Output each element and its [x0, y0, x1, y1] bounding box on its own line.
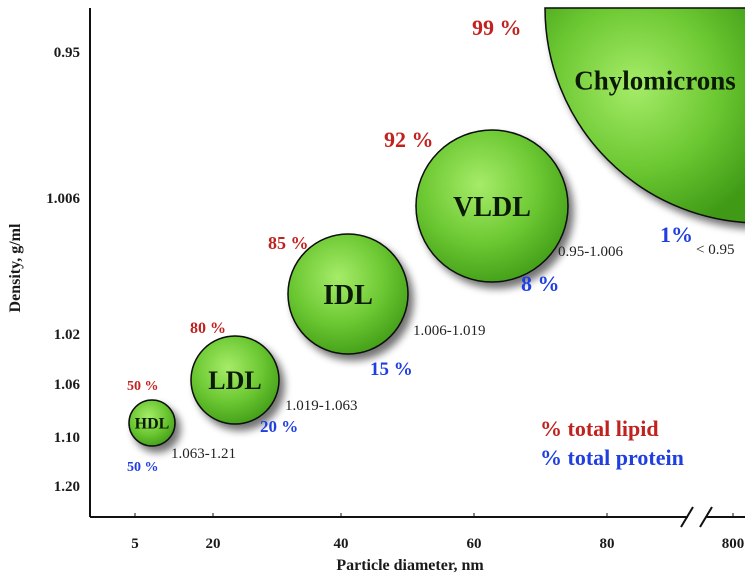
y-axis-title: Density, g/ml: [7, 223, 24, 312]
y-tick-label: 1.06: [54, 377, 81, 393]
y-tick-label: 0.95: [54, 45, 80, 61]
ldl-name-label: LDL: [208, 366, 261, 395]
idl-lipid-percent: 85 %: [268, 233, 309, 253]
ldl-bubble: [190, 335, 280, 425]
idl-name-label: IDL: [323, 280, 373, 311]
idl-protein-percent: 15 %: [370, 359, 413, 380]
chylomicrons-protein-percent: 1%: [660, 222, 693, 247]
x-tick-group: 5 20 40 60 80 800: [131, 513, 744, 552]
hdl-bubble: [128, 399, 176, 447]
idl-bubble: [287, 233, 409, 355]
x-tick-label: 800: [722, 536, 745, 552]
hdl-name-label: HDL: [135, 416, 170, 433]
hdl-lipid-percent: 50 %: [127, 379, 159, 394]
axis-break-mark-2: [699, 506, 713, 528]
x-tick-label: 60: [467, 536, 482, 552]
ldl-lipid-percent: 80 %: [190, 320, 226, 337]
x-tick-label: 40: [334, 536, 349, 552]
y-tick-label: 1.006: [46, 191, 80, 207]
bubble-group: [128, 129, 569, 447]
x-axis-title: Particle diameter, nm: [336, 557, 484, 574]
hdl-protein-percent: 50 %: [127, 460, 159, 475]
vldl-lipid-percent: 92 %: [384, 127, 434, 152]
legend: % total lipid % total protein: [540, 416, 684, 470]
y-tick-group: 0.95 1.006 1.02 1.06 1.10 1.20: [46, 45, 80, 495]
vldl-protein-percent: 8 %: [521, 271, 560, 296]
x-tick-label: 20: [206, 536, 221, 552]
chylomicrons-bubble: [544, 7, 745, 224]
axis-break-mark-1: [680, 506, 694, 528]
vldl-bubble: [415, 129, 569, 283]
ldl-density-range: 1.019-1.063: [285, 398, 358, 414]
x-tick-label: 5: [131, 536, 139, 552]
vldl-density-range: 0.95-1.006: [558, 244, 623, 260]
y-tick-label: 1.20: [54, 479, 80, 495]
legend-protein: % total protein: [540, 445, 684, 470]
ldl-protein-percent: 20 %: [260, 417, 298, 436]
hdl-density-range: 1.063-1.21: [171, 446, 236, 462]
legend-lipid: % total lipid: [540, 416, 659, 441]
chylomicrons-density-range: < 0.95: [696, 242, 734, 258]
x-tick-label: 80: [600, 536, 615, 552]
chylomicrons-name-label: Chylomicrons: [574, 65, 736, 95]
chylomicrons-lipid-percent: 99 %: [472, 15, 522, 40]
idl-density-range: 1.006-1.019: [413, 323, 486, 339]
axes: [89, 8, 745, 528]
vldl-name-label: VLDL: [453, 192, 531, 223]
y-tick-label: 1.02: [54, 327, 80, 343]
y-tick-label: 1.10: [54, 430, 80, 446]
chylomicrons-bubble-group: [544, 7, 745, 224]
